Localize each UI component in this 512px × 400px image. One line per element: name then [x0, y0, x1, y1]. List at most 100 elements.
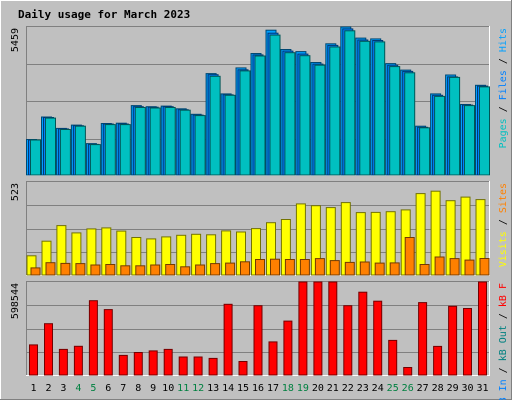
- x-tick-label-day-14: 14: [222, 383, 234, 394]
- legend-pages: Pages: [498, 118, 509, 148]
- bar-kb-f-day-16: [253, 305, 263, 376]
- bar-kb-f-day-5: [88, 300, 98, 376]
- bar-sites-day-28: [434, 256, 445, 276]
- bar-pages-day-29: [449, 76, 461, 176]
- bar-kb-f-day-21: [328, 281, 338, 376]
- bar-sites-day-10: [165, 264, 176, 276]
- x-tick-label-day-24: 24: [372, 383, 384, 394]
- bar-sites-day-7: [120, 265, 131, 276]
- bar-sites-day-24: [374, 262, 385, 276]
- x-tick-label-day-3: 3: [60, 383, 66, 394]
- legend-separator: /: [498, 361, 509, 379]
- x-axis-labels: 1 2 3 4 5 6 7 8 9 10 11 12 13 14 15 16 17 18 19 20 21 22 23 24 2…: [30, 383, 488, 394]
- bar-sites-day-31: [479, 258, 490, 276]
- bar-sites-day-3: [60, 262, 71, 276]
- legend-separator: /: [498, 213, 509, 231]
- bar-pages-day-1: [30, 139, 41, 176]
- bar-kb-f-day-2: [44, 323, 53, 376]
- x-tick-label-day-16: 16: [252, 383, 264, 394]
- series-legend-label: kB In / kB Out / kB F: [498, 283, 509, 400]
- bar-sites-day-13: [210, 263, 221, 276]
- x-tick-label-day-30: 30: [461, 383, 473, 394]
- legend-separator: /: [498, 307, 509, 325]
- bar-sites-day-8: [135, 265, 146, 276]
- bar-pages-day-21: [329, 46, 341, 176]
- bar-sites-day-15: [240, 261, 250, 276]
- bar-sites-day-25: [389, 262, 400, 276]
- bar-sites-day-21: [329, 260, 340, 276]
- bar-sites-day-29: [449, 258, 460, 276]
- x-tick-label-day-5: 5: [90, 383, 96, 394]
- bar-pages-day-26: [404, 72, 416, 176]
- chart-panel-2: 523 Visits / Sites: [10, 181, 509, 276]
- legend-sites: Sites: [498, 183, 509, 213]
- x-tick-label-day-8: 8: [135, 383, 141, 394]
- series-legend-label: Pages / Files / Hits: [498, 28, 509, 148]
- bar-sites-day-22: [344, 261, 355, 276]
- x-tick-label-day-23: 23: [357, 383, 369, 394]
- x-tick-label-day-18: 18: [282, 383, 294, 394]
- x-tick-label-day-13: 13: [207, 383, 219, 394]
- bar-sites-day-18: [284, 259, 295, 276]
- bar-kb-f-day-19: [298, 281, 308, 376]
- bar-pages-day-22: [344, 30, 356, 176]
- legend-separator: /: [498, 52, 509, 70]
- bar-kb-f-day-10: [163, 348, 173, 376]
- x-tick-label-day-7: 7: [120, 383, 126, 394]
- chart-title: Daily usage for March 2023: [18, 8, 190, 21]
- chart-panel-1: 5459 Pages / Files / Hits: [10, 26, 509, 176]
- x-tick-label-day-31: 31: [476, 383, 488, 394]
- bar-pages-day-18: [284, 52, 296, 176]
- bar-pages-day-25: [389, 66, 401, 176]
- bar-kb-f-day-29: [448, 305, 458, 376]
- bar-sites-day-26: [404, 237, 415, 276]
- bar-pages-day-17: [269, 34, 281, 176]
- bar-kb-f-day-3: [58, 348, 68, 376]
- x-tick-label-day-11: 11: [177, 383, 189, 394]
- bar-kb-f-day-7: [118, 354, 128, 376]
- bar-sites-day-9: [150, 264, 161, 276]
- x-tick-label-day-19: 19: [297, 383, 309, 394]
- bar-sites-day-6: [105, 264, 116, 276]
- legend-separator: /: [498, 100, 509, 118]
- bar-kb-f-day-6: [103, 309, 113, 376]
- bar-pages-day-5: [89, 144, 101, 176]
- bar-kb-f-day-25: [388, 339, 398, 376]
- bar-sites-day-16: [255, 259, 265, 276]
- x-tick-label-day-29: 29: [447, 383, 459, 394]
- bar-pages-day-28: [434, 95, 446, 176]
- bar-kb-f-day-18: [283, 320, 293, 376]
- x-tick-label-day-12: 12: [192, 383, 204, 394]
- legend-kb-f: kB F: [498, 283, 509, 307]
- bar-pages-day-7: [119, 124, 131, 176]
- bar-kb-f-day-1: [29, 344, 38, 376]
- bar-pages-day-15: [239, 70, 251, 176]
- bar-sites-day-5: [90, 264, 101, 276]
- bar-kb-f-day-22: [343, 305, 353, 376]
- bar-sites-day-17: [270, 258, 280, 276]
- bar-kb-f-day-9: [148, 350, 158, 376]
- y-max-label: 523: [10, 183, 21, 201]
- bar-pages-day-27: [419, 127, 431, 176]
- bar-kb-f-day-26: [403, 367, 413, 376]
- x-tick-label-day-21: 21: [327, 383, 339, 394]
- bar-kb-f-day-13: [208, 357, 218, 376]
- bar-pages-day-13: [209, 75, 221, 176]
- bar-pages-day-30: [464, 105, 475, 176]
- x-tick-label-day-15: 15: [237, 383, 249, 394]
- bar-pages-day-16: [254, 55, 266, 176]
- legend-files: Files: [498, 70, 509, 100]
- legend-kb-in: kB In: [498, 379, 509, 400]
- bar-visits-day-27: [415, 193, 426, 276]
- bar-kb-f-day-31: [478, 281, 487, 376]
- legend-visits: Visits: [498, 231, 509, 267]
- legend-hits: Hits: [498, 28, 509, 52]
- bar-pages-day-3: [59, 129, 71, 176]
- bar-pages-day-12: [194, 115, 206, 176]
- bar-pages-day-8: [134, 107, 146, 176]
- bar-pages-day-23: [359, 40, 371, 176]
- bar-sites-day-4: [75, 263, 86, 276]
- x-tick-label-day-20: 20: [312, 383, 324, 394]
